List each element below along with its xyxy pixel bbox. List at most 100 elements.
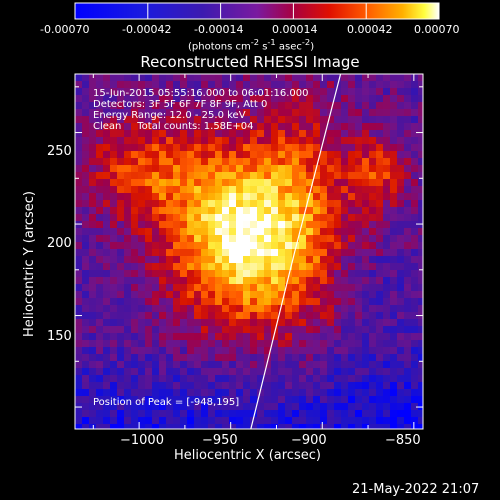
heatmap-cell <box>418 284 423 292</box>
heatmap-cell <box>250 270 258 278</box>
heatmap-cell <box>271 193 279 201</box>
heatmap-cell <box>313 305 321 313</box>
heatmap-cell <box>194 424 202 429</box>
heatmap-cell <box>173 305 181 313</box>
heatmap-cell <box>229 410 237 418</box>
heatmap-cell <box>383 256 391 264</box>
heatmap-cell <box>152 81 160 89</box>
heatmap-cell <box>320 326 328 334</box>
heatmap-cell <box>278 137 286 145</box>
heatmap-cell <box>152 382 160 390</box>
heatmap-cell <box>194 403 202 411</box>
heatmap-cell <box>299 88 307 96</box>
heatmap-cell <box>376 151 384 159</box>
heatmap-cell <box>89 305 97 313</box>
heatmap-cell <box>278 95 286 103</box>
heatmap-cell <box>320 298 328 306</box>
heatmap-cell <box>327 410 335 418</box>
heatmap-cell <box>334 249 342 257</box>
heatmap-cell <box>75 382 83 390</box>
heatmap-cell <box>348 410 356 418</box>
heatmap-cell <box>110 228 118 236</box>
heatmap-cell <box>208 333 216 341</box>
heatmap-cell <box>194 382 202 390</box>
heatmap-cell <box>376 88 384 96</box>
heatmap-cell <box>306 137 314 145</box>
heatmap-cell <box>327 74 335 82</box>
heatmap-cell <box>383 403 391 411</box>
heatmap-cell <box>383 172 391 180</box>
heatmap-cell <box>215 284 223 292</box>
heatmap-cell <box>404 228 412 236</box>
heatmap-cell <box>138 88 146 96</box>
heatmap-cell <box>327 305 335 313</box>
heatmap-cell <box>285 424 293 429</box>
heatmap-cell <box>89 151 97 159</box>
heatmap-cell <box>180 312 188 320</box>
heatmap-cell <box>173 102 181 110</box>
heatmap-cell <box>362 375 370 383</box>
heatmap-cell <box>187 137 195 145</box>
heatmap-cell <box>75 375 83 383</box>
heatmap-cell <box>404 284 412 292</box>
heatmap-cell <box>271 88 279 96</box>
heatmap-cell <box>187 368 195 376</box>
heatmap-cell <box>187 277 195 285</box>
heatmap-cell <box>194 130 202 138</box>
heatmap-cell <box>159 137 167 145</box>
heatmap-cell <box>159 88 167 96</box>
heatmap-cell <box>173 326 181 334</box>
heatmap-cell <box>320 368 328 376</box>
heatmap-cell <box>229 74 237 82</box>
heatmap-cell <box>187 221 195 229</box>
heatmap-cell <box>348 256 356 264</box>
heatmap-cell <box>306 375 314 383</box>
heatmap-cell <box>278 74 286 82</box>
heatmap-cell <box>208 249 216 257</box>
heatmap-cell <box>166 326 174 334</box>
heatmap-cell <box>138 298 146 306</box>
heatmap-cell <box>390 235 398 243</box>
heatmap-cell <box>194 144 202 152</box>
heatmap-cell <box>306 88 314 96</box>
heatmap-cell <box>229 382 237 390</box>
heatmap-cell <box>348 270 356 278</box>
heatmap-cell <box>152 165 160 173</box>
heatmap-cell <box>299 81 307 89</box>
heatmap-cell <box>180 109 188 117</box>
heatmap-cell <box>201 368 209 376</box>
heatmap-cell <box>285 158 293 166</box>
heatmap-cell <box>166 256 174 264</box>
heatmap-cell <box>166 396 174 404</box>
heatmap-cell <box>145 74 153 82</box>
heatmap-cell <box>82 417 90 425</box>
heatmap-cell <box>271 361 279 369</box>
heatmap-cell <box>110 347 118 355</box>
heatmap-cell <box>313 235 321 243</box>
heatmap-cell <box>145 88 153 96</box>
heatmap-cell <box>418 361 423 369</box>
heatmap-cell <box>187 347 195 355</box>
heatmap-cell <box>89 326 97 334</box>
heatmap-cell <box>278 130 286 138</box>
heatmap-cell <box>369 368 377 376</box>
heatmap-cell <box>152 375 160 383</box>
heatmap-cell <box>236 207 244 215</box>
heatmap-cell <box>264 284 272 292</box>
heatmap-cell <box>173 368 181 376</box>
heatmap-cell <box>334 130 342 138</box>
heatmap-cell <box>159 375 167 383</box>
heatmap-cell <box>264 333 272 341</box>
heatmap-cell <box>194 165 202 173</box>
heatmap-cell <box>362 200 370 208</box>
heatmap-cell <box>341 368 349 376</box>
heatmap-cell <box>271 319 279 327</box>
heatmap-cell <box>180 340 188 348</box>
heatmap-cell <box>348 319 356 327</box>
heatmap-cell <box>96 277 104 285</box>
heatmap-cell <box>96 270 104 278</box>
heatmap-cell <box>75 95 83 103</box>
heatmap-cell <box>138 270 146 278</box>
heatmap-cell <box>138 256 146 264</box>
heatmap-cell <box>215 277 223 285</box>
